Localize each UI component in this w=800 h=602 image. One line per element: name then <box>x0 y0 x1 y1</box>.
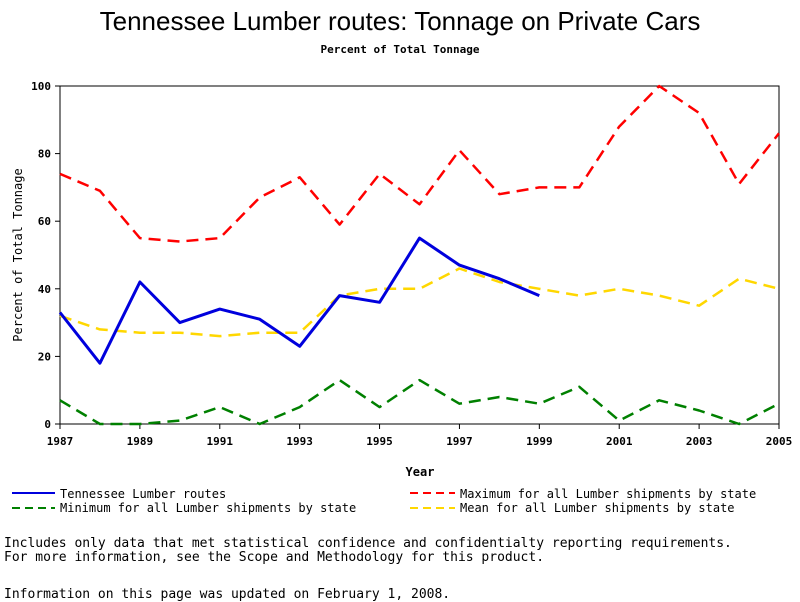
x-tick-label: 1989 <box>127 435 154 448</box>
chart-title: Tennessee Lumber routes: Tonnage on Priv… <box>100 6 701 36</box>
legend-item-minimum: Minimum for all Lumber shipments by stat… <box>12 501 356 515</box>
legend-item-mean: Mean for all Lumber shipments by state <box>410 501 735 515</box>
legend-item-tennessee: Tennessee Lumber routes <box>12 487 226 501</box>
legend-item-maximum: Maximum for all Lumber shipments by stat… <box>410 487 756 501</box>
y-tick-label: 40 <box>38 283 51 296</box>
x-axis: 1987 1989 1991 1993 1995 1997 1999 2001 2003 2005 <box>47 424 793 448</box>
series-line-1 <box>59 84 780 243</box>
x-tick-label: 1993 <box>286 435 313 448</box>
y-tick-label: 0 <box>44 418 51 431</box>
note-confidence: Includes only data that met statistical … <box>4 536 732 551</box>
series-line-3 <box>59 267 780 338</box>
legend-label-mean: Mean for all Lumber shipments by state <box>460 501 735 515</box>
x-tick-label: 1987 <box>47 435 74 448</box>
y-tick-label: 80 <box>38 148 51 161</box>
x-tick-label: 2005 <box>766 435 793 448</box>
plot-frame <box>59 85 780 425</box>
x-tick-label: 1999 <box>526 435 553 448</box>
series-line-0 <box>58 236 540 365</box>
x-tick-label: 1995 <box>366 435 393 448</box>
y-axis-label: Percent of Total Tonnage <box>11 168 25 341</box>
y-tick-label: 20 <box>38 350 51 363</box>
x-tick-label: 1991 <box>207 435 234 448</box>
legend: Tennessee Lumber routes Maximum for all … <box>12 487 756 515</box>
x-tick-label: 1997 <box>446 435 473 448</box>
y-tick-label: 60 <box>38 215 51 228</box>
series-lines <box>58 84 780 426</box>
note-updated: Information on this page was updated on … <box>4 587 451 602</box>
legend-label-tennessee: Tennessee Lumber routes <box>60 487 226 501</box>
legend-label-maximum: Maximum for all Lumber shipments by stat… <box>460 487 756 501</box>
x-tick-label: 2001 <box>606 435 633 448</box>
x-tick-label: 2003 <box>686 435 713 448</box>
series-line-2 <box>59 378 780 426</box>
y-tick-label: 100 <box>31 80 51 93</box>
x-axis-label: Year <box>406 465 435 479</box>
note-methodology: For more information, see the Scope and … <box>4 550 545 565</box>
chart-subtitle: Percent of Total Tonnage <box>321 43 480 56</box>
y-axis: 0 20 40 60 80 100 <box>31 80 60 431</box>
legend-label-minimum: Minimum for all Lumber shipments by stat… <box>60 501 356 515</box>
